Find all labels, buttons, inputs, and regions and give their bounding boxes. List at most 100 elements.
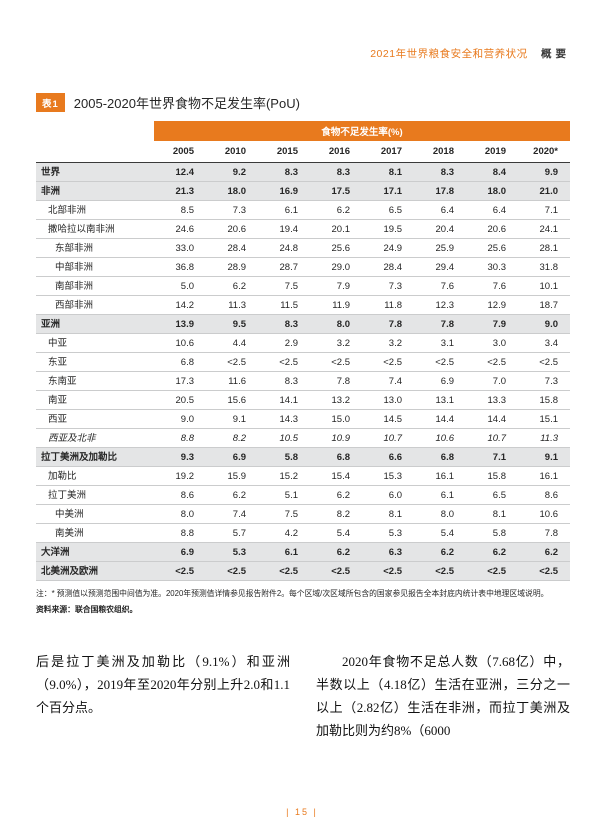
value-cell: 20.5	[154, 390, 206, 410]
row-label: 南部非洲	[36, 276, 154, 296]
value-cell: 3.4	[518, 333, 570, 353]
value-cell: 15.3	[362, 466, 414, 486]
value-cell: 7.8	[362, 314, 414, 334]
column-header-2017: 2017	[362, 141, 414, 163]
value-cell: 9.2	[206, 162, 258, 182]
value-cell: <2.5	[362, 561, 414, 581]
column-header-2015: 2015	[258, 141, 310, 163]
body-text: 后是拉丁美洲及加勒比（9.1%）和亚洲（9.0%），2019年至2020年分别上…	[36, 650, 570, 742]
row-label: 中亚	[36, 333, 154, 353]
value-cell: 10.9	[310, 428, 362, 448]
value-cell: 5.4	[310, 523, 362, 543]
value-cell: <2.5	[414, 352, 466, 372]
table-row: 亚洲 13.9 9.5 8.3 8.0 7.8 7.8 7.9 9.0	[36, 314, 570, 334]
value-cell: 7.9	[466, 314, 518, 334]
right-column-paragraph: 2020年食物不足总人数（7.68亿）中，半数以上（4.18亿）生活在亚洲，三分…	[316, 654, 570, 738]
value-cell: 5.8	[258, 447, 310, 467]
value-cell: 8.2	[310, 504, 362, 524]
row-label: 北美洲及欧洲	[36, 561, 154, 581]
value-cell: 6.0	[362, 485, 414, 505]
page-number: | 15 |	[286, 807, 318, 817]
table-note: 注：* 预测值以预测范围中间值为准。2020年预测值详情参见报告附件2。每个区域…	[36, 589, 549, 598]
row-label: 东部非洲	[36, 238, 154, 258]
value-cell: 17.3	[154, 371, 206, 391]
value-cell: 7.3	[206, 200, 258, 220]
value-cell: 14.5	[362, 409, 414, 429]
value-cell: 10.6	[518, 504, 570, 524]
value-cell: 7.8	[310, 371, 362, 391]
value-cell: 6.6	[362, 447, 414, 467]
value-cell: 12.4	[154, 162, 206, 182]
value-cell: 9.3	[154, 447, 206, 467]
value-cell: 10.6	[414, 428, 466, 448]
value-cell: 17.8	[414, 181, 466, 201]
value-cell: 10.7	[362, 428, 414, 448]
label-column-header	[36, 141, 154, 163]
table-row: 大洋洲 6.9 5.3 6.1 6.2 6.3 6.2 6.2 6.2	[36, 542, 570, 562]
value-cell: 14.4	[414, 409, 466, 429]
value-cell: 6.1	[258, 200, 310, 220]
value-cell: 13.2	[310, 390, 362, 410]
value-cell: 12.3	[414, 295, 466, 315]
value-cell: 8.4	[466, 162, 518, 182]
value-cell: 19.4	[258, 219, 310, 239]
value-cell: 5.8	[466, 523, 518, 543]
value-cell: 7.5	[258, 276, 310, 296]
row-label: 西亚及北非	[36, 428, 154, 448]
value-cell: 9.0	[518, 314, 570, 334]
column-header-2019: 2019	[466, 141, 518, 163]
running-header: 2021年世界粮食安全和营养状况 概要	[370, 46, 570, 61]
value-cell: 11.9	[310, 295, 362, 315]
value-cell: 33.0	[154, 238, 206, 258]
row-label: 亚洲	[36, 314, 154, 334]
value-cell: 9.1	[518, 447, 570, 467]
value-cell: 15.0	[310, 409, 362, 429]
value-cell: 9.9	[518, 162, 570, 182]
table-row: 东部非洲 33.0 28.4 24.8 25.6 24.9 25.9 25.6 28.1	[36, 238, 570, 258]
value-cell: 24.9	[362, 238, 414, 258]
value-cell: 10.1	[518, 276, 570, 296]
table-row: 西亚 9.0 9.1 14.3 15.0 14.5 14.4 14.4 15.1	[36, 409, 570, 429]
table-row: 西部非洲 14.2 11.3 11.5 11.9 11.8 12.3 12.9 18.7	[36, 295, 570, 315]
value-cell: 6.4	[466, 200, 518, 220]
value-cell: 6.5	[466, 485, 518, 505]
value-cell: <2.5	[206, 352, 258, 372]
pou-table: 食物不足发生率(%) 2005 2010 2015 2016 2017 2018 2019 2…	[36, 121, 570, 581]
row-label: 南美洲	[36, 523, 154, 543]
value-cell: 12.9	[466, 295, 518, 315]
table-row: 拉丁美洲及加勒比 9.3 6.9 5.8 6.8 6.6 6.8 7.1 9.1	[36, 447, 570, 467]
value-cell: 5.3	[206, 542, 258, 562]
value-cell: 7.8	[518, 523, 570, 543]
value-cell: <2.5	[258, 352, 310, 372]
value-cell: 8.2	[206, 428, 258, 448]
value-cell: 8.0	[414, 504, 466, 524]
value-cell: 14.2	[154, 295, 206, 315]
value-cell: 11.8	[362, 295, 414, 315]
value-cell: 28.1	[518, 238, 570, 258]
value-cell: 17.1	[362, 181, 414, 201]
table-row: 南部非洲 5.0 6.2 7.5 7.9 7.3 7.6 7.6 10.1	[36, 276, 570, 296]
value-cell: 2.9	[258, 333, 310, 353]
value-cell: 6.1	[414, 485, 466, 505]
value-cell: 28.4	[362, 257, 414, 277]
band-header: 食物不足发生率(%)	[154, 121, 570, 141]
value-cell: 31.8	[518, 257, 570, 277]
row-label: 西部非洲	[36, 295, 154, 315]
value-cell: 6.2	[206, 276, 258, 296]
value-cell: 6.2	[310, 542, 362, 562]
corner-cell	[36, 121, 154, 141]
value-cell: 19.2	[154, 466, 206, 486]
value-cell: 36.8	[154, 257, 206, 277]
value-cell: 15.8	[466, 466, 518, 486]
table-body: 世界 12.4 9.2 8.3 8.3 8.1 8.3 8.4 9.9 非洲 21.3 18.0 16.…	[36, 162, 570, 581]
value-cell: 9.0	[154, 409, 206, 429]
table-row: 中部非洲 36.8 28.9 28.7 29.0 28.4 29.4 30.3 31.8	[36, 257, 570, 277]
value-cell: 13.3	[466, 390, 518, 410]
value-cell: 15.1	[518, 409, 570, 429]
value-cell: 9.1	[206, 409, 258, 429]
value-cell: 28.4	[206, 238, 258, 258]
value-cell: 15.8	[518, 390, 570, 410]
column-header-2016: 2016	[310, 141, 362, 163]
value-cell: 8.3	[414, 162, 466, 182]
value-cell: 11.6	[206, 371, 258, 391]
